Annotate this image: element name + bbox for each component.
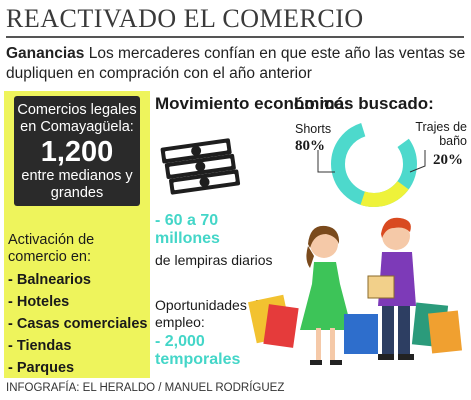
jobs-label: Oportunidades de empleo: (155, 297, 267, 330)
intro-text: Los mercaderes confían en que este año l… (6, 45, 466, 82)
list-item: - Hoteles (8, 294, 70, 310)
donut-segment-trajes (331, 121, 417, 207)
businesses-label: Comercios legales en Comayagüela: (17, 102, 137, 135)
list-item: - Parques (8, 360, 75, 376)
list-item: - Balnearios (8, 272, 91, 288)
money-stack-icon (160, 138, 241, 195)
donut-leaders (317, 150, 426, 173)
swimsuits-label: Trajes de baño (415, 120, 467, 148)
intro-paragraph: Ganancias Los mercaderes confían en que … (6, 44, 468, 84)
movement-unit: de lempiras diarios (155, 252, 273, 268)
intro-keyword: Ganancias (6, 45, 85, 62)
infographic-title: REACTIVADO EL COMERCIO (6, 4, 364, 33)
businesses-count-box: Comercios legales en Comayagüela: 1,200 … (14, 96, 140, 206)
jobs-value: - 2,000 temporales (155, 333, 241, 368)
most-wanted-donut (331, 121, 417, 207)
activation-list: - Balnearios - Hoteles - Casas comercial… (8, 269, 147, 379)
businesses-number: 1,200 (40, 136, 114, 168)
businesses-size: entre medianos y grandes (21, 168, 133, 201)
title-divider (6, 36, 464, 38)
list-item: - Tiendas (8, 338, 72, 354)
movement-title: Movimiento económico: (155, 94, 350, 113)
shorts-percentage: 80% (295, 138, 325, 154)
activation-label: Activación de comercio en: (8, 232, 95, 265)
shoppers-illustration (248, 217, 463, 365)
most-wanted-title: Lo más buscado: (294, 94, 434, 113)
list-item: - Casas comerciales (8, 316, 148, 332)
left-panel: Comercios legales en Comayagüela: 1,200 … (4, 91, 150, 378)
leader-line-shorts (317, 150, 335, 173)
movement-range: - 60 a 70 millones (155, 212, 220, 247)
credit-line: INFOGRAFÍA: EL HERALDO / MANUEL RODRÍGUE… (6, 382, 285, 394)
leader-line-trajes (409, 150, 426, 173)
swimsuits-percentage: 20% (433, 152, 463, 168)
shorts-label: Shorts (295, 122, 332, 136)
